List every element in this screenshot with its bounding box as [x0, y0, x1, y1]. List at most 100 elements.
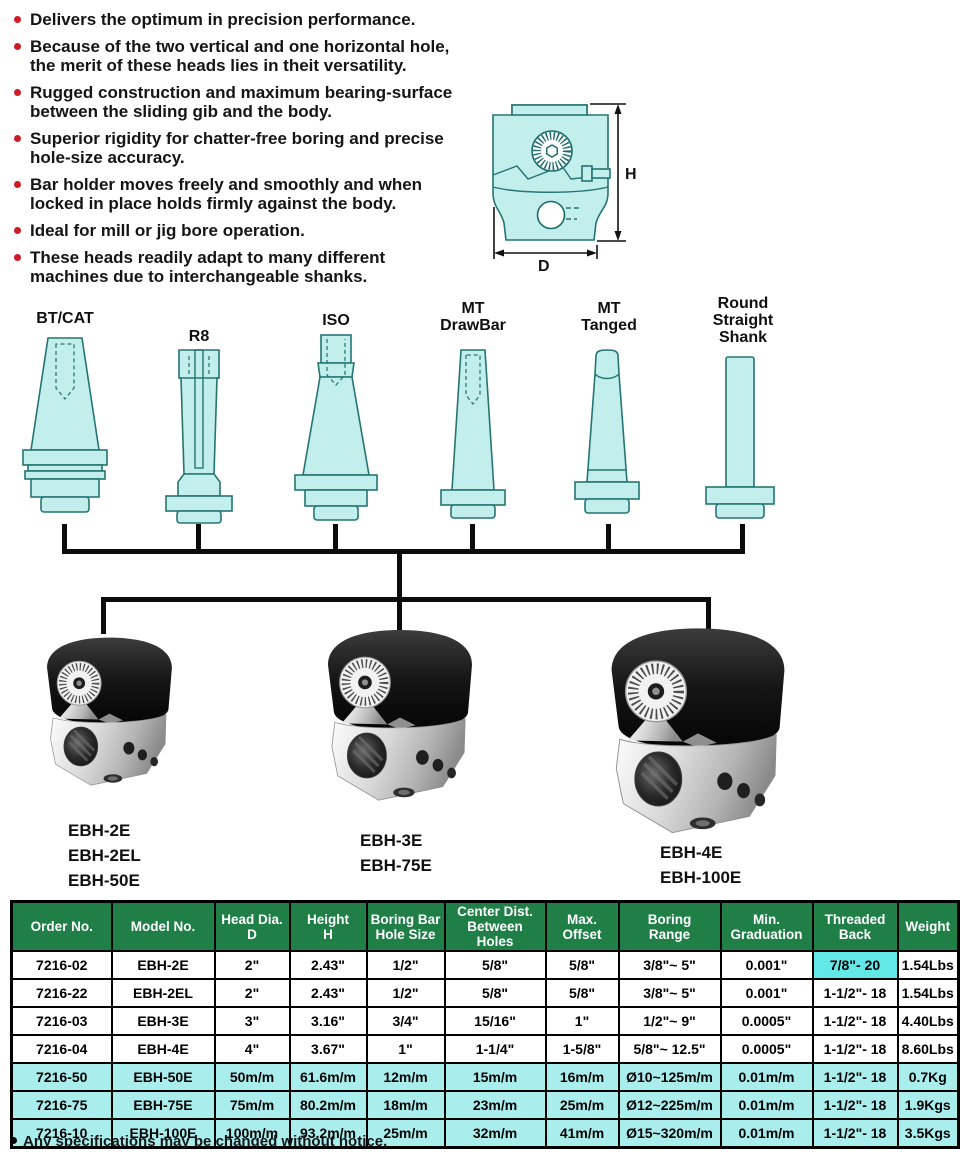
cell-highlighted: 7/8"- 20: [811, 950, 899, 980]
table-row-metric: 7216-10 EBH-100E 100m/m 93.2m/m 25m/m 32…: [10, 1118, 960, 1149]
feature-text: Because of the two vertical and one hori…: [30, 37, 450, 75]
model-label-group-2: EBH-3E EBH-75E: [360, 831, 432, 875]
gib-screw-shaft: [591, 168, 611, 179]
cell: EBH-75E: [110, 1090, 216, 1120]
table-row: 7216-22 EBH-2EL 2" 2.43" 1/2" 5/8" 5/8" …: [10, 978, 960, 1008]
table-row: 7216-04 EBH-4E 4" 3.67" 1" 1-1/4" 1-5/8"…: [10, 1034, 960, 1064]
shank-drawing-iso: [294, 334, 378, 521]
cell: 16m/m: [544, 1062, 620, 1092]
cell: 2": [213, 950, 291, 980]
dial-hex-socket: [546, 144, 558, 158]
shank-label-mt-tanged: MT Tanged: [581, 300, 637, 334]
cell: 1-5/8": [544, 1034, 620, 1064]
col-header-threaded-back: Threaded Back: [811, 900, 899, 952]
connector-tick: [333, 524, 338, 554]
shank-label-mt-drawbar: MT DrawBar: [440, 300, 506, 334]
shank-drawing-mt-drawbar: [440, 349, 506, 519]
connector-tick: [62, 524, 67, 554]
shank-drawing-btcat: [22, 337, 108, 513]
gib-screw-head: [581, 165, 593, 182]
table-row: 7216-03 EBH-3E 3" 3.16" 3/4" 15/16" 1" 1…: [10, 1006, 960, 1036]
col-header-min-graduation: Min. Graduation: [719, 900, 814, 952]
cell: 1-1/2"- 18: [811, 978, 899, 1008]
table-row-metric: 7216-75 EBH-75E 75m/m 80.2m/m 18m/m 23m/…: [10, 1090, 960, 1120]
connector-drop-left: [101, 597, 106, 634]
feature-item: Rugged construction and maximum bearing-…: [8, 83, 478, 121]
cell: 7216-75: [10, 1090, 113, 1120]
feature-list: Delivers the optimum in precision perfor…: [8, 10, 478, 294]
cell: 41m/m: [544, 1118, 620, 1149]
cell: 2": [213, 978, 291, 1008]
shank-label-r8: R8: [188, 328, 210, 345]
cell: EBH-100E: [110, 1118, 216, 1149]
cell: 0.01m/m: [719, 1062, 814, 1092]
cell: 1/2"~ 9": [617, 1006, 722, 1036]
feature-text: Bar holder moves freely and smoothly and…: [30, 175, 423, 213]
cell: 3/4": [365, 1006, 446, 1036]
arrowhead-right: [587, 249, 597, 257]
connector-tick: [196, 524, 201, 554]
cell: 3/8"~ 5": [617, 978, 722, 1008]
cell: 1-1/2"- 18: [811, 1034, 899, 1064]
feature-item: Delivers the optimum in precision perfor…: [8, 10, 478, 29]
shoulder-line: [492, 186, 609, 193]
dovetail-line: [492, 165, 609, 180]
cell: 1-1/2"- 18: [811, 1006, 899, 1036]
shank-label-btcat: BT/CAT: [36, 310, 94, 327]
cell: 61.6m/m: [288, 1062, 368, 1092]
cell: 3/8"~ 5": [617, 950, 722, 980]
col-header-center-dist: Center Dist. Between Holes: [443, 900, 547, 952]
feature-text: Rugged construction and maximum bearing-…: [30, 83, 453, 121]
cell: 1.9Kgs: [896, 1090, 960, 1120]
bullet-icon: [14, 89, 21, 96]
cell: 7216-03: [10, 1006, 113, 1036]
feature-item: Because of the two vertical and one hori…: [8, 37, 478, 75]
cell: EBH-2EL: [110, 978, 216, 1008]
bullet-icon: [14, 227, 21, 234]
cell: 0.0005": [719, 1006, 814, 1036]
bullet-icon: [14, 135, 21, 142]
cell: 93.2m/m: [288, 1118, 368, 1149]
cell: EBH-50E: [110, 1062, 216, 1092]
cell: 1.54Lbs: [896, 950, 960, 980]
feature-item: Bar holder moves freely and smoothly and…: [8, 175, 478, 213]
cell: Ø15~320m/m: [617, 1118, 722, 1149]
cell: 0.0005": [719, 1034, 814, 1064]
col-header-order-no: Order No.: [10, 900, 113, 952]
col-header-model-no: Model No.: [110, 900, 216, 952]
cell: 4.40Lbs: [896, 1006, 960, 1036]
cell: 1.54Lbs: [896, 978, 960, 1008]
cell: 5/8"~ 12.5": [617, 1034, 722, 1064]
feature-item: Ideal for mill or jig bore operation.: [8, 221, 478, 240]
head-top-tab: [511, 104, 588, 116]
table-row: 7216-02 EBH-2E 2" 2.43" 1/2" 5/8" 5/8" 3…: [10, 950, 960, 980]
hidden-lines: [566, 207, 580, 220]
cell: 2.43": [288, 950, 368, 980]
cell: EBH-4E: [110, 1034, 216, 1064]
connector-tick: [470, 524, 475, 554]
model-label-group-3: EBH-4E EBH-100E: [660, 843, 742, 887]
shank-drawing-r8: [165, 349, 233, 524]
cell: 0.001": [719, 950, 814, 980]
cell: 15/16": [443, 1006, 547, 1036]
cell: 5/8": [443, 978, 547, 1008]
bullet-icon: [14, 43, 21, 50]
cell: 23m/m: [443, 1090, 547, 1120]
cell: 1": [544, 1006, 620, 1036]
bullet-icon: [14, 181, 21, 188]
shank-drawing-mt-tanged: [574, 349, 640, 514]
cell: 25m/m: [544, 1090, 620, 1120]
cell: 7216-50: [10, 1062, 113, 1092]
cell: 32m/m: [443, 1118, 547, 1149]
cell: 12m/m: [365, 1062, 446, 1092]
cell: 1": [365, 1034, 446, 1064]
cell: 18m/m: [365, 1090, 446, 1120]
table-row-metric: 7216-50 EBH-50E 50m/m 61.6m/m 12m/m 15m/…: [10, 1062, 960, 1092]
cell: 3.67": [288, 1034, 368, 1064]
connector-drop-center: [397, 597, 402, 634]
bullet-icon: [14, 254, 21, 261]
cell: 8.60Lbs: [896, 1034, 960, 1064]
dimension-diagram: H D: [492, 103, 637, 275]
feature-item: These heads readily adapt to many differ…: [8, 248, 478, 286]
